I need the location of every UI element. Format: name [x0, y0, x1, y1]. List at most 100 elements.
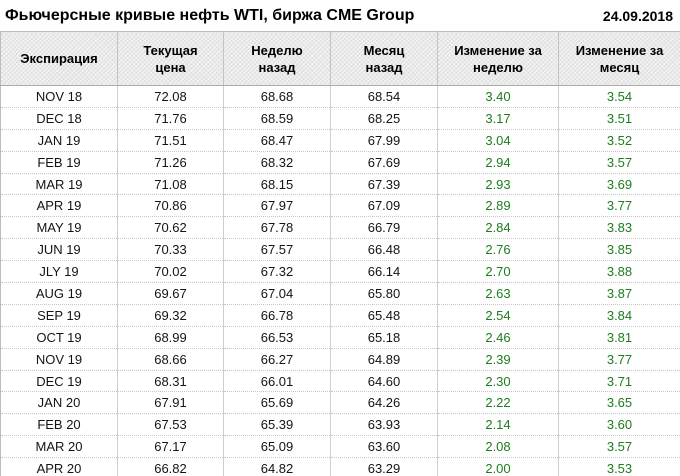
current-price-cell: 68.66 — [117, 347, 224, 371]
current-price-cell: 70.02 — [117, 260, 224, 283]
table-header: Экспирация Текущая цена Неделю назад Месяц… — [0, 31, 680, 86]
column-header-week-change: Изменение за неделю — [437, 31, 559, 86]
month-ago-cell: 68.54 — [330, 85, 438, 108]
month-change-cell: 3.65 — [558, 391, 680, 414]
column-header-label: Текущая — [143, 42, 198, 58]
expiration-cell: MAR 19 — [0, 172, 118, 195]
week-ago-cell: 68.47 — [223, 128, 331, 152]
week-change-cell: 3.40 — [437, 85, 559, 108]
table-row: DEC 18 71.76 68.59 68.25 3.17 3.51 — [0, 106, 680, 130]
column-header-label: Месяц — [363, 42, 405, 58]
week-ago-cell: 66.27 — [223, 347, 331, 371]
week-change-cell: 3.17 — [437, 106, 559, 130]
month-change-cell: 3.77 — [558, 194, 680, 217]
week-ago-cell: 68.32 — [223, 150, 331, 174]
current-price-cell: 70.86 — [117, 194, 224, 217]
table-row: JLY 19 70.02 67.32 66.14 2.70 3.88 — [0, 260, 680, 283]
table-row: OCT 19 68.99 66.53 65.18 2.46 3.81 — [0, 325, 680, 349]
column-header-month-ago: Месяц назад — [330, 31, 438, 86]
table-row: JUN 19 70.33 67.57 66.48 2.76 3.85 — [0, 238, 680, 261]
month-change-cell: 3.85 — [558, 238, 680, 261]
current-price-cell: 71.51 — [117, 128, 224, 152]
month-change-cell: 3.57 — [558, 150, 680, 174]
expiration-cell: APR 20 — [0, 457, 118, 476]
week-change-cell: 2.08 — [437, 435, 559, 458]
month-change-cell: 3.60 — [558, 413, 680, 436]
month-ago-cell: 67.39 — [330, 172, 438, 195]
month-ago-cell: 64.26 — [330, 391, 438, 414]
month-ago-cell: 63.60 — [330, 435, 438, 458]
futures-table-body: NOV 18 72.08 68.68 68.54 3.40 3.54 DEC 18 71.76… — [0, 85, 680, 476]
month-change-cell: 3.84 — [558, 303, 680, 327]
month-change-cell: 3.88 — [558, 260, 680, 283]
month-ago-cell: 65.48 — [330, 303, 438, 327]
week-change-cell: 2.54 — [437, 303, 559, 327]
week-ago-cell: 66.01 — [223, 369, 331, 392]
column-header-label: Изменение за — [575, 42, 664, 58]
expiration-cell: JAN 19 — [0, 128, 118, 152]
month-ago-cell: 63.29 — [330, 457, 438, 476]
expiration-cell: AUG 19 — [0, 282, 118, 305]
current-price-cell: 71.26 — [117, 150, 224, 174]
column-header-month-change: Изменение за месяц — [558, 31, 680, 86]
month-change-cell: 3.81 — [558, 325, 680, 349]
week-ago-cell: 65.09 — [223, 435, 331, 458]
current-price-cell: 67.91 — [117, 391, 224, 414]
table-row: APR 20 66.82 64.82 63.29 2.00 3.53 — [0, 457, 680, 476]
week-ago-cell: 67.32 — [223, 260, 331, 283]
table-row: MAR 19 71.08 68.15 67.39 2.93 3.69 — [0, 172, 680, 195]
week-change-cell: 2.30 — [437, 369, 559, 392]
column-header-week-ago: Неделю назад — [223, 31, 331, 86]
expiration-cell: JLY 19 — [0, 260, 118, 283]
week-change-cell: 2.14 — [437, 413, 559, 436]
month-ago-cell: 67.99 — [330, 128, 438, 152]
month-ago-cell: 66.14 — [330, 260, 438, 283]
expiration-cell: MAR 20 — [0, 435, 118, 458]
table-row: AUG 19 69.67 67.04 65.80 2.63 3.87 — [0, 282, 680, 305]
month-ago-cell: 67.69 — [330, 150, 438, 174]
current-price-cell: 67.17 — [117, 435, 224, 458]
week-ago-cell: 68.59 — [223, 106, 331, 130]
month-ago-cell: 64.60 — [330, 369, 438, 392]
week-ago-cell: 65.69 — [223, 391, 331, 414]
month-ago-cell: 64.89 — [330, 347, 438, 371]
table-row: SEP 19 69.32 66.78 65.48 2.54 3.84 — [0, 303, 680, 327]
table-row: MAR 20 67.17 65.09 63.60 2.08 3.57 — [0, 435, 680, 458]
week-change-cell: 2.22 — [437, 391, 559, 414]
month-change-cell: 3.51 — [558, 106, 680, 130]
current-price-cell: 69.67 — [117, 282, 224, 305]
week-change-cell: 2.76 — [437, 238, 559, 261]
expiration-cell: FEB 19 — [0, 150, 118, 174]
week-change-cell: 2.70 — [437, 260, 559, 283]
page-title: Фьючерсные кривые нефть WTI, биржа CME G… — [5, 6, 415, 24]
table-row: NOV 19 68.66 66.27 64.89 2.39 3.77 — [0, 347, 680, 371]
table-row: NOV 18 72.08 68.68 68.54 3.40 3.54 — [0, 85, 680, 108]
expiration-cell: NOV 18 — [0, 85, 118, 108]
week-change-cell: 2.84 — [437, 216, 559, 239]
week-change-cell: 2.39 — [437, 347, 559, 371]
week-ago-cell: 64.82 — [223, 457, 331, 476]
expiration-cell: NOV 19 — [0, 347, 118, 371]
week-ago-cell: 67.57 — [223, 238, 331, 261]
expiration-cell: JAN 20 — [0, 391, 118, 414]
futures-table: Экспирация Текущая цена Неделю назад Месяц… — [0, 31, 680, 476]
table-row: FEB 20 67.53 65.39 63.93 2.14 3.60 — [0, 413, 680, 436]
expiration-cell: OCT 19 — [0, 325, 118, 349]
week-change-cell: 2.00 — [437, 457, 559, 476]
table-row: APR 19 70.86 67.97 67.09 2.89 3.77 — [0, 194, 680, 217]
current-price-cell: 69.32 — [117, 303, 224, 327]
week-ago-cell: 65.39 — [223, 413, 331, 436]
column-header-label: Экспирация — [20, 51, 98, 66]
month-ago-cell: 67.09 — [330, 194, 438, 217]
month-change-cell: 3.77 — [558, 347, 680, 371]
month-ago-cell: 65.18 — [330, 325, 438, 349]
current-price-cell: 68.31 — [117, 369, 224, 392]
week-ago-cell: 68.68 — [223, 85, 331, 108]
expiration-cell: FEB 20 — [0, 413, 118, 436]
header-row: Экспирация Текущая цена Неделю назад Месяц… — [0, 31, 680, 86]
week-ago-cell: 67.78 — [223, 216, 331, 239]
week-ago-cell: 67.04 — [223, 282, 331, 305]
expiration-cell: SEP 19 — [0, 303, 118, 327]
current-price-cell: 71.76 — [117, 106, 224, 130]
